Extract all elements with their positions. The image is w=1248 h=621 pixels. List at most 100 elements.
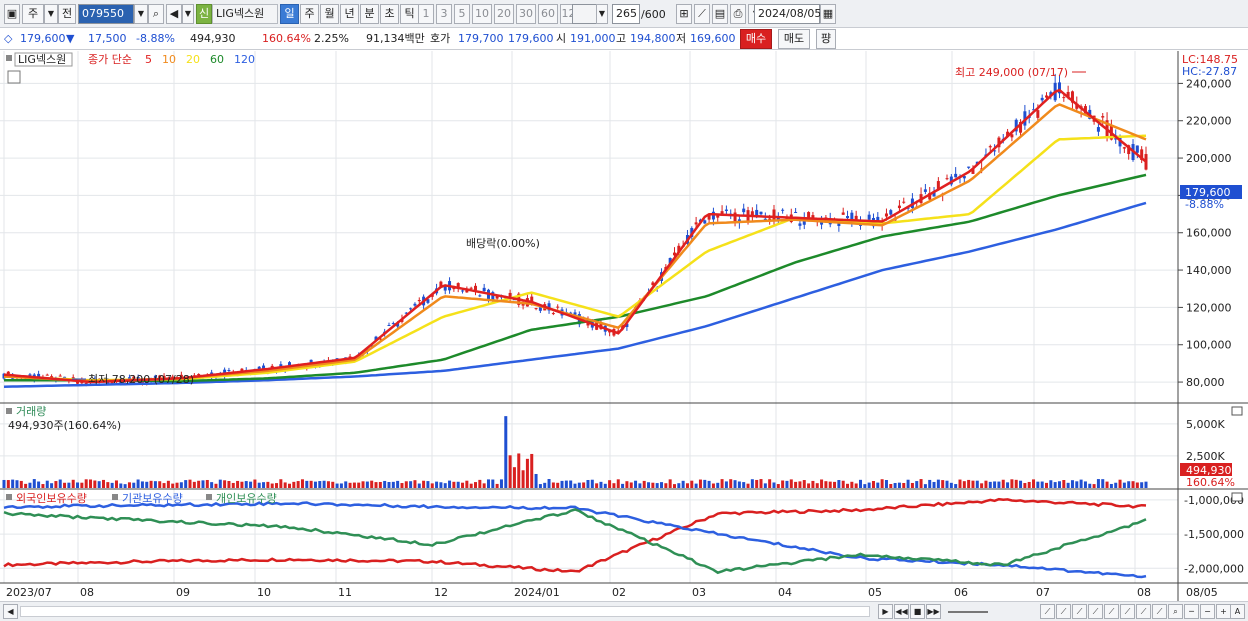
volume-bar [846,483,850,488]
blank-dropdown-icon[interactable]: ▼ [596,4,608,24]
first-page-icon[interactable]: ◀◀ [894,604,909,619]
draw-icon[interactable]: ⟋ [694,4,710,24]
save-icon[interactable]: ▤ [712,4,728,24]
volume-bar [1032,479,1036,488]
tab-timeframe-6[interactable]: 틱 [400,4,419,24]
tab-timeframe-2[interactable]: 월 [320,4,339,24]
window-icon[interactable]: ▣ [4,4,20,24]
ma-period-label[interactable]: 5 [145,53,152,66]
holding-legend-label[interactable]: 개인보유수량 [216,492,277,505]
stop-icon[interactable]: ■ [910,604,925,619]
stock-chart[interactable]: 240,000220,000200,000180,000160,000140,0… [0,51,1248,601]
scroll-right-icon[interactable]: ▶ [878,604,893,619]
tool-icon[interactable]: ⟋ [1136,604,1151,619]
tab-interval-4[interactable]: 20 [494,4,514,24]
tool-icon[interactable]: ⟋ [1072,604,1087,619]
volume-bar [854,483,858,488]
tab-interval-6[interactable]: 60 [538,4,558,24]
x-tick-label: 2023/07 [6,586,52,599]
tool-icon[interactable]: ⟋ [1120,604,1135,619]
plus-icon[interactable]: + [1216,604,1231,619]
print-icon[interactable]: ⎙ [730,4,746,24]
tool-icon[interactable]: ⟋ [1088,604,1103,619]
tool-icon[interactable]: ⟋ [1040,604,1055,619]
tool-icon[interactable]: ⟋ [1152,604,1167,619]
candle-body [469,287,473,289]
holding-legend-label[interactable]: 기관보유수량 [122,492,183,505]
tool-icon[interactable]: ⟋ [1056,604,1071,619]
date-input[interactable]: 2024/08/05 [754,4,821,24]
ma-label[interactable]: 종가 단순 [88,53,132,66]
price-tick-label: 80,000 [1186,376,1225,389]
tab-interval-3[interactable]: 10 [472,4,492,24]
count-input[interactable]: 265 [612,4,640,24]
volume-bar [249,481,253,488]
tab-interval-2[interactable]: 5 [454,4,470,24]
price-tick-label: 100,000 [1186,339,1232,352]
volume-bar [629,482,633,488]
ma-period-label[interactable]: 20 [186,53,200,66]
ma-period-label[interactable]: 60 [210,53,224,66]
zoom-slider[interactable] [948,611,988,613]
speaker-icon[interactable]: ◀ [166,4,182,24]
current-price-tag-bg [1180,185,1242,199]
ma-period-label[interactable]: 120 [234,53,255,66]
tab-timeframe-3[interactable]: 년 [340,4,359,24]
candle-body [197,374,201,376]
stock-code-input[interactable]: 079550 [78,4,134,24]
extra-button[interactable]: 퍙 [816,29,836,49]
ma-period-label[interactable]: 10 [162,53,176,66]
volume-bar [573,483,577,488]
maximize-icon[interactable] [1231,492,1243,502]
table-icon[interactable] [7,70,21,84]
tab-interval-0[interactable]: 1 [418,4,434,24]
prev-button[interactable]: 전 [58,4,76,24]
speaker-dropdown-icon[interactable]: ▼ [182,4,194,24]
next-page-icon[interactable]: ▶▶ [926,604,941,619]
tab-timeframe-5[interactable]: 초 [380,4,399,24]
period-select[interactable]: 주 [22,4,44,24]
zoom-out-icon[interactable]: ─ [1184,604,1199,619]
volume-bar [331,481,335,488]
chart-type-icon[interactable]: ⊞ [676,4,692,24]
candle-body [1135,145,1139,153]
volume-bar [521,470,525,488]
tool-icon[interactable]: ⟋ [1104,604,1119,619]
horizontal-scrollbar[interactable] [20,606,870,617]
volume-bar [1101,479,1105,488]
volume-bar [145,481,149,488]
volume-bar [703,479,707,488]
tab-interval-1[interactable]: 3 [436,4,452,24]
holding-legend-label[interactable]: 외국인보유수량 [16,492,87,505]
volume-bar [54,481,58,488]
minus-icon[interactable]: − [1200,604,1215,619]
volume-title[interactable]: 거래량 [16,405,46,418]
tab-timeframe-1[interactable]: 주 [300,4,319,24]
calendar-icon[interactable]: ▦ [820,4,836,24]
chart-area[interactable]: 240,000220,000200,000180,000160,000140,0… [0,51,1248,601]
volume-bar [24,483,28,488]
volume-bar [1010,479,1014,488]
stock-legend-box[interactable] [14,52,73,67]
volume-bar [218,479,222,488]
code-dropdown-icon[interactable]: ▼ [134,4,148,24]
maximize-icon[interactable] [1231,406,1243,416]
search-icon[interactable]: ⌕ [148,4,164,24]
chevron-down-icon[interactable]: ▼ [44,4,58,24]
tab-timeframe-0[interactable]: 일 [280,4,299,24]
tab-interval-5[interactable]: 30 [516,4,536,24]
search-icon[interactable]: ⌕ [1168,604,1183,619]
volume-bar [1122,482,1126,488]
tab-timeframe-4[interactable]: 분 [360,4,379,24]
scroll-left-icon[interactable]: ◀ [3,604,18,619]
buy-button[interactable]: 매수 [740,29,772,49]
holding-line-1 [3,501,1147,579]
grid [0,51,1178,583]
volume-bar [759,479,763,488]
x-tick-label: 05 [868,586,882,599]
volume-bar [923,484,927,488]
sell-button[interactable]: 매도 [778,29,810,49]
volume-bar [897,482,901,488]
text-size-icon[interactable]: A [1230,604,1245,619]
volume-bar [1114,482,1118,488]
